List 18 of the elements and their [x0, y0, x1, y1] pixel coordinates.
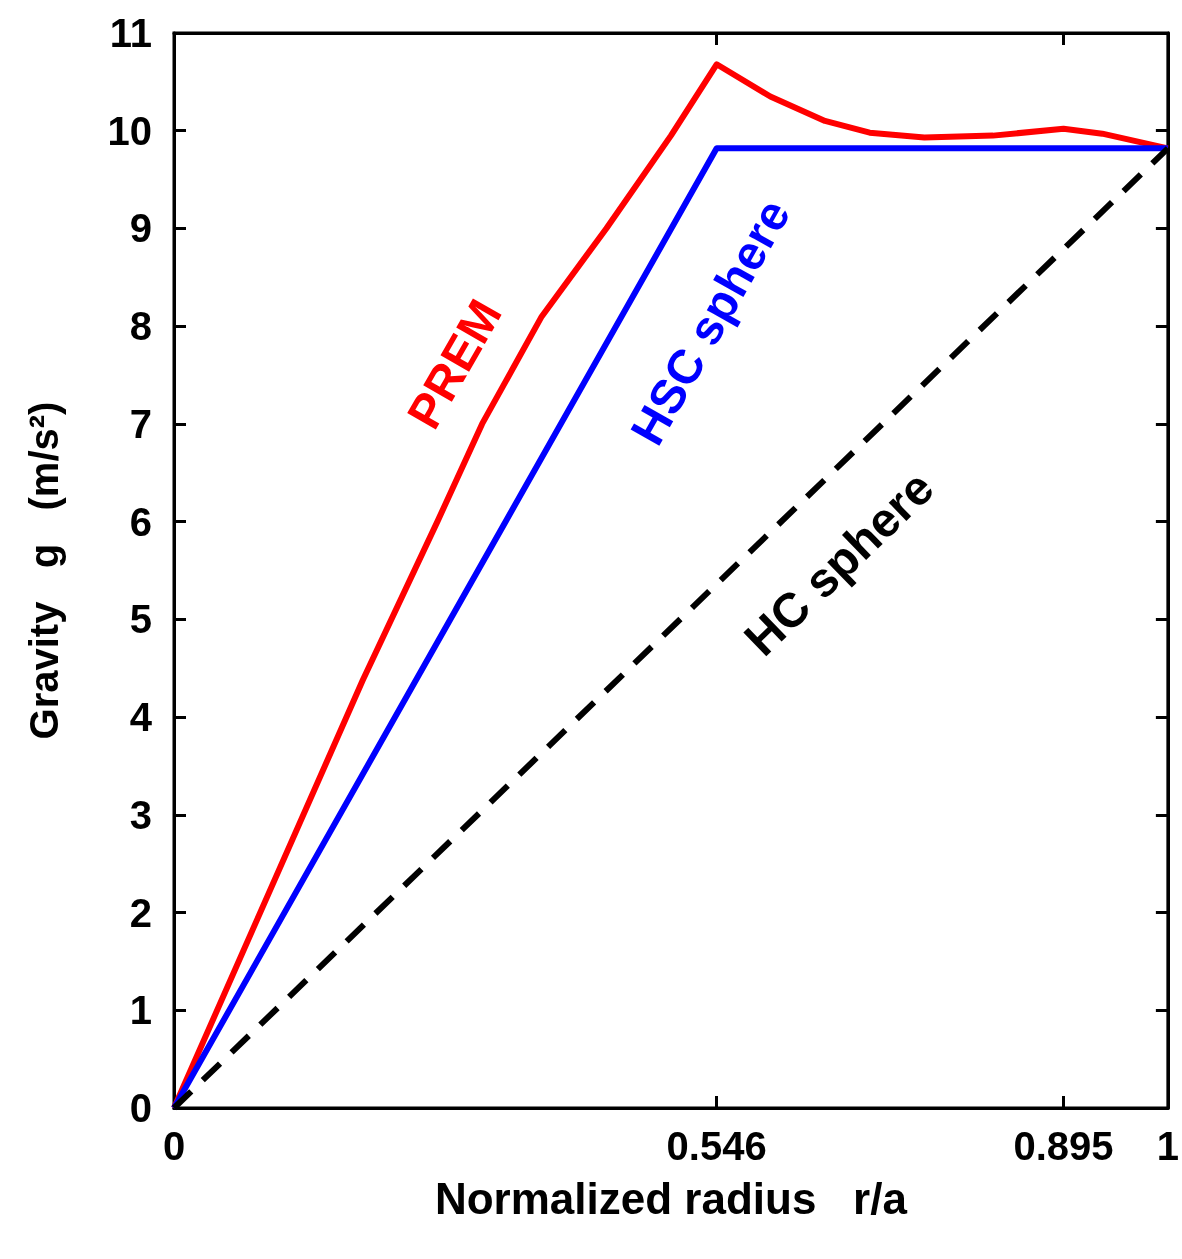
y-tick-label: 1: [129, 988, 152, 1033]
x-axis-title: Normalized radius r/a: [434, 1173, 908, 1223]
y-tick-label: 6: [129, 499, 152, 544]
y-tick-label: 2: [129, 890, 152, 935]
y-tick-label: 3: [129, 792, 152, 837]
x-tick-label: 0: [162, 1124, 186, 1168]
y-axis-title: Gravity g (m/s²): [22, 401, 66, 740]
y-tick-label: 5: [129, 597, 152, 642]
y-tick-label: 7: [129, 401, 152, 446]
y-tick-label: 4: [129, 695, 153, 740]
y-tick-label: 10: [107, 108, 152, 153]
y-tick-label: 9: [129, 206, 152, 251]
y-tick-label: 8: [129, 304, 152, 349]
x-tick-label: 0.546: [666, 1124, 767, 1168]
x-tick-label: 0.895: [1013, 1124, 1114, 1168]
y-tick-label: 0: [129, 1086, 152, 1130]
x-tick-label: 1: [1156, 1124, 1179, 1168]
y-tick-label: 11: [109, 11, 152, 55]
